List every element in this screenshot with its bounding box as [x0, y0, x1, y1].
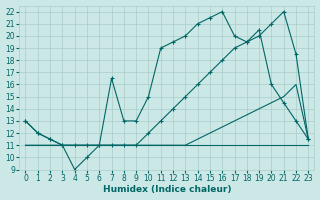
X-axis label: Humidex (Indice chaleur): Humidex (Indice chaleur)	[103, 185, 231, 194]
